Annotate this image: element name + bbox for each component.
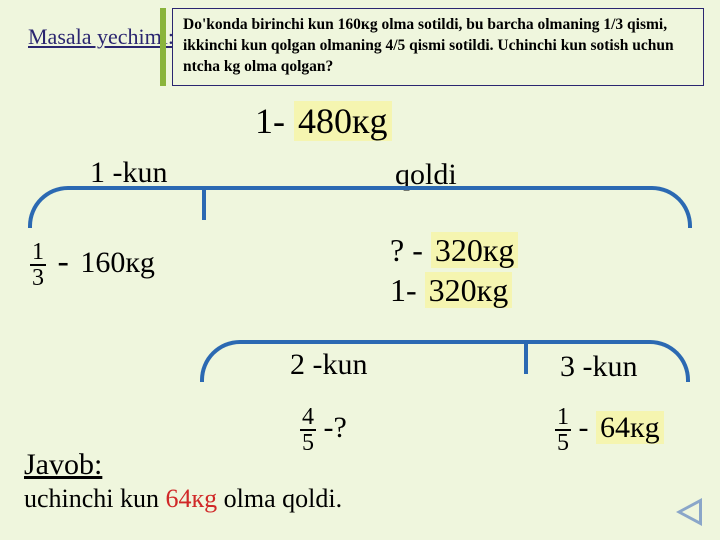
- fraction-4-5: 4 5: [300, 405, 316, 455]
- row-one-total-value: 320кg: [425, 272, 513, 308]
- row-question: ? - 320кg: [390, 232, 518, 269]
- header-divider: [160, 8, 166, 86]
- row-one-total: 1- 320кg: [390, 272, 512, 309]
- row-one-third-value: 160кg: [80, 246, 155, 279]
- dash: -: [58, 243, 69, 280]
- fraction-1-3: 1 3: [30, 240, 46, 290]
- answer-value: 64кg: [166, 484, 218, 513]
- step-total-value: 480кg: [294, 101, 392, 141]
- label-day2: 2 -kun: [290, 348, 368, 382]
- row-question-value: 320кg: [431, 232, 519, 268]
- row-four-fifths: 4 5 -?: [300, 405, 347, 455]
- row-four-fifths-tail: -?: [324, 411, 347, 444]
- header-label: Masala yechimi:: [28, 24, 174, 50]
- answer-pre: uchinchi kun: [24, 484, 166, 513]
- bracket-day1: [28, 186, 692, 228]
- label-day1: 1 -kun: [90, 156, 168, 190]
- label-day3: 3 -kun: [560, 350, 638, 384]
- fraction-1-5: 1 5: [555, 405, 571, 455]
- answer-label: Javob:: [24, 448, 102, 482]
- row-question-prefix: ? -: [390, 232, 423, 268]
- row-one-fifth: 1 5 - 64кg: [555, 405, 664, 455]
- dash: -: [579, 411, 589, 444]
- frac-num: 1: [30, 240, 46, 266]
- row-one-total-prefix: 1-: [390, 272, 417, 308]
- answer-post: olma qoldi.: [217, 484, 342, 513]
- answer-text: uchinchi kun 64кg olma qoldi.: [24, 484, 342, 514]
- problem-statement: Do'konda birinchi kun 160кg olma sotildi…: [172, 8, 704, 86]
- frac-num: 4: [300, 405, 316, 431]
- back-icon[interactable]: [676, 498, 702, 526]
- frac-den: 3: [30, 266, 46, 290]
- frac-den: 5: [300, 431, 316, 455]
- row-one-third: 1 3 - 160кg: [30, 240, 155, 290]
- step-total-prefix: 1-: [255, 101, 285, 141]
- row-one-fifth-value: 64кg: [596, 411, 664, 444]
- frac-den: 5: [555, 431, 571, 455]
- frac-num: 1: [555, 405, 571, 431]
- step-total: 1- 480кg: [255, 100, 392, 142]
